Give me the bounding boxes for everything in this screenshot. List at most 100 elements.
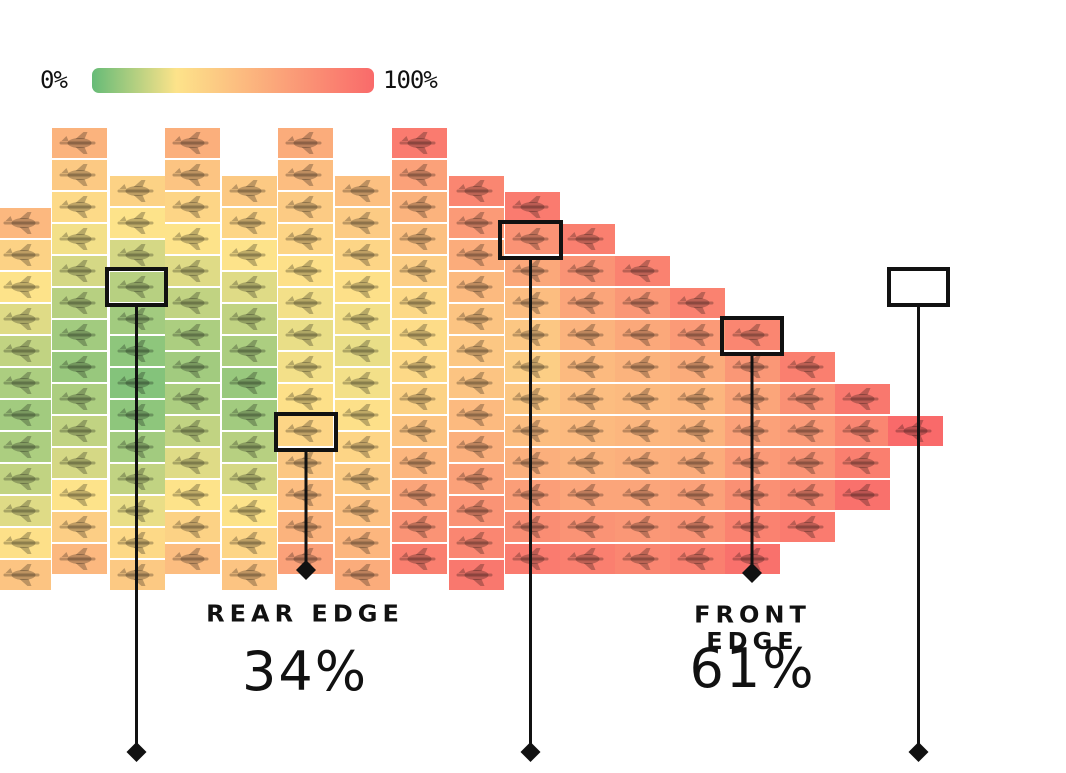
heatmap-cell (560, 416, 615, 446)
airplane-icon (3, 308, 40, 330)
airplane-icon (399, 484, 436, 506)
airplane-icon (342, 276, 379, 298)
heatmap-cell (335, 272, 390, 302)
heatmap-cell (52, 320, 107, 350)
heatmap-cell (335, 176, 390, 206)
heatmap-cell (52, 512, 107, 542)
airplane-icon (59, 420, 96, 442)
airplane-icon (229, 404, 266, 426)
heatmap-cell (835, 384, 890, 414)
airplane-icon (677, 484, 714, 506)
heatmap-cell (110, 208, 165, 238)
heatmap-cell (615, 512, 670, 542)
leader-diamond (296, 560, 316, 580)
heatmap-cell (165, 320, 220, 350)
airplane-icon (172, 324, 209, 346)
airplane-icon (285, 196, 322, 218)
heatmap-cell (0, 496, 51, 526)
heatmap-cell (449, 560, 504, 590)
airplane-icon (285, 292, 322, 314)
airplane-icon (172, 420, 209, 442)
heatmap-cell (335, 496, 390, 526)
airplane-icon (677, 324, 714, 346)
airplane-icon (3, 500, 40, 522)
heatmap-cell (0, 400, 51, 430)
airplane-icon (677, 420, 714, 442)
heatmap-cell (0, 240, 51, 270)
heatmap-cell (52, 288, 107, 318)
heatmap-cell (165, 224, 220, 254)
heatmap-cell (560, 320, 615, 350)
heatmap-cell (670, 416, 725, 446)
heatmap-cell (0, 208, 51, 238)
airplane-icon (229, 244, 266, 266)
heatmap-cell (560, 448, 615, 478)
airplane-icon (787, 516, 824, 538)
heatmap-cell (670, 320, 725, 350)
highlighted-cell (274, 412, 338, 580)
airplane-icon (342, 180, 379, 202)
airplane-icon (342, 532, 379, 554)
airplane-icon (399, 356, 436, 378)
heatmap-cell (392, 448, 447, 478)
airplane-icon (172, 292, 209, 314)
heatmap-cell (449, 240, 504, 270)
airplane-icon (512, 196, 549, 218)
heatmap-cell (615, 256, 670, 286)
airplane-icon (567, 548, 604, 570)
airplane-icon (512, 388, 549, 410)
airplane-icon (567, 356, 604, 378)
heatmap-cell (52, 352, 107, 382)
heatmap-cell (449, 496, 504, 526)
airplane-icon (512, 548, 549, 570)
airplane-icon (342, 404, 379, 426)
heatmap-cell (110, 240, 165, 270)
airplane-icon (399, 196, 436, 218)
heatmap-cell (560, 384, 615, 414)
heatmap-column (560, 224, 615, 576)
airplane-icon (677, 356, 714, 378)
airplane-icon (229, 308, 266, 330)
airplane-icon (285, 420, 322, 442)
heatmap-cell (505, 384, 560, 414)
heatmap-cell (335, 560, 390, 590)
airplane-icon (172, 388, 209, 410)
heatmap-column (505, 192, 560, 576)
heatmap-cell (670, 384, 725, 414)
heatmap-cell (222, 368, 277, 398)
airplane-icon (172, 516, 209, 538)
leader-diamond (908, 742, 929, 762)
heatmap-column (835, 384, 890, 512)
airplane-icon (285, 228, 322, 250)
airplane-icon (342, 468, 379, 490)
airplane-icon (456, 212, 493, 234)
heatmap-column (165, 128, 220, 576)
airplane-icon (342, 436, 379, 458)
heatmap-cell (835, 416, 890, 446)
heatmap-cell (0, 560, 51, 590)
heatmap-cell (615, 288, 670, 318)
heatmap-cell (392, 416, 447, 446)
airplane-icon (399, 452, 436, 474)
highlighted-cell (887, 267, 950, 762)
heatmap-cell (165, 480, 220, 510)
heatmap-cell (505, 480, 560, 510)
airplane-icon (229, 532, 266, 554)
airplane-icon (622, 516, 659, 538)
heatmap-cell (392, 192, 447, 222)
airplane-icon (59, 388, 96, 410)
heatmap-cell (278, 224, 333, 254)
airplane-icon (59, 292, 96, 314)
heatmap-cell (615, 480, 670, 510)
airplane-icon (842, 420, 879, 442)
heatmap-cell (52, 128, 107, 158)
heatmap-cell (392, 352, 447, 382)
heatmap-cell (52, 160, 107, 190)
heatmap-cell (278, 384, 333, 414)
heatmap-cell (392, 320, 447, 350)
airplane-icon (895, 420, 932, 442)
heatmap-cell (670, 352, 725, 382)
heatmap-cell (222, 272, 277, 302)
airplane-icon (399, 548, 436, 570)
heatmap-cell (222, 176, 277, 206)
